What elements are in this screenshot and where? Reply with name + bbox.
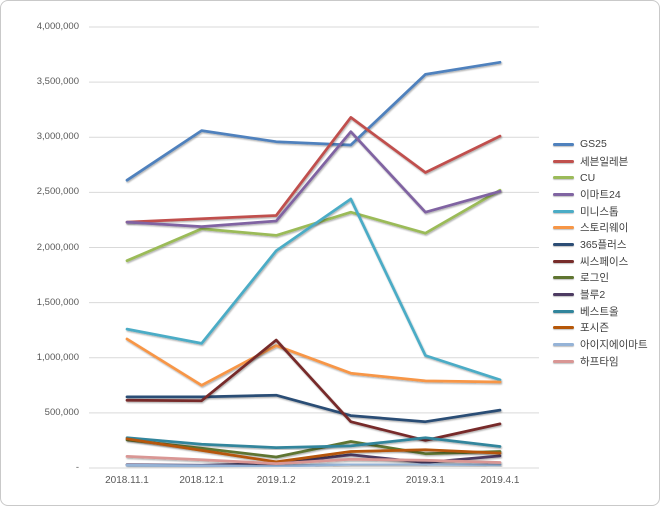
legend-item[interactable]: 스토리웨이 (553, 219, 648, 236)
legend-line-marker (553, 226, 574, 230)
legend-label: CU (580, 171, 596, 184)
legend-line-marker (553, 293, 574, 297)
legend-item[interactable]: 세븐일레븐 (553, 153, 648, 170)
x-tick-label: 2018.12.1 (179, 475, 224, 486)
legend-label: 아이지에이마트 (580, 339, 648, 352)
series-line-9 (125, 438, 502, 459)
legend-item[interactable]: CU (553, 169, 648, 186)
y-tick-label: 3,000,000 (36, 131, 79, 143)
series-line-2 (125, 116, 502, 224)
legend-label: 씨스페이스 (580, 255, 629, 268)
series-line-12 (125, 437, 502, 464)
legend-line-marker (553, 242, 574, 246)
legend-item[interactable]: 이마트24 (553, 186, 648, 203)
legend-label: 로그인 (580, 272, 609, 285)
legend-label: 스토리웨이 (580, 222, 629, 235)
legend-item[interactable]: 블루2 (553, 286, 648, 303)
series-line-8 (125, 338, 502, 442)
legend-label: 베스트올 (580, 305, 619, 318)
x-tick-label: 2019.4.1 (480, 475, 520, 486)
series-line-4 (125, 130, 502, 228)
legend-item[interactable]: 미니스톱 (553, 203, 648, 220)
y-tick-label: 1,500,000 (36, 296, 79, 308)
legend-label: 블루2 (580, 289, 606, 302)
y-tick-label: 3,500,000 (36, 76, 79, 88)
legend-line-marker (553, 209, 574, 213)
x-tick-label: 2018.11.1 (105, 475, 149, 486)
legend-line-marker (553, 192, 574, 196)
legend-item[interactable]: 로그인 (553, 270, 648, 287)
y-tick-label: 2,000,000 (36, 241, 79, 253)
legend-line-marker (553, 326, 574, 330)
legend-line-marker (553, 259, 574, 263)
legend-line-marker (553, 159, 574, 163)
legend-item[interactable]: 베스트올 (553, 303, 648, 320)
legend-label: GS25 (580, 138, 607, 151)
legend-label: 세븐일레븐 (580, 155, 629, 168)
series-line-14 (125, 455, 502, 465)
y-tick-label: 2,500,000 (36, 186, 79, 198)
legend-item[interactable]: 365플러스 (553, 236, 648, 253)
x-tick-label: 2019.1.2 (256, 475, 296, 486)
legend-item[interactable]: GS25 (553, 136, 648, 153)
series-line-13 (125, 462, 502, 468)
legend-label: 이마트24 (580, 188, 621, 201)
y-tick-label: 500,000 (44, 406, 79, 418)
legend-line-marker (553, 176, 574, 180)
y-tick-label: 4,000,000 (36, 21, 79, 32)
legend-line-marker (553, 309, 574, 313)
legend-label: 미니스톱 (580, 205, 619, 218)
y-tick-label: - (75, 462, 79, 473)
x-tick-label: 2019.2.1 (331, 475, 371, 486)
legend-label: 하프타임 (580, 355, 619, 368)
series-line-11 (125, 436, 502, 449)
y-tick-label: 1,000,000 (36, 351, 79, 363)
legend-item[interactable]: 아이지에이마트 (553, 336, 648, 353)
legend-line-marker (553, 142, 574, 146)
series-line-7 (125, 393, 502, 424)
series-line-6 (125, 337, 502, 387)
legend-item[interactable]: 하프타임 (553, 353, 648, 370)
x-tick-label: 2019.3.1 (405, 475, 445, 486)
legend-item[interactable]: 포시즌 (553, 320, 648, 337)
series-line-5 (125, 197, 502, 382)
legend-line-marker (553, 276, 574, 280)
legend-label: 365플러스 (580, 238, 627, 251)
legend-label: 포시즌 (580, 322, 609, 335)
legend-item[interactable]: 씨스페이스 (553, 253, 648, 270)
legend-line-marker (553, 343, 574, 347)
series-line-1 (125, 60, 502, 182)
legend-line-marker (553, 359, 574, 363)
